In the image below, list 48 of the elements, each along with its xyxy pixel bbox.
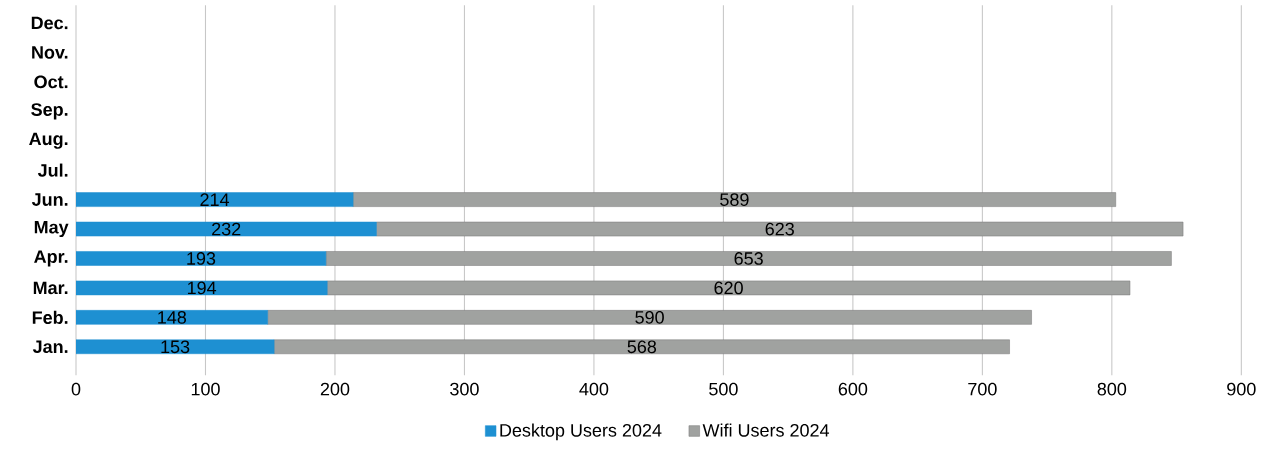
bar [326, 280, 1131, 296]
x-tick-label: 500 [709, 382, 738, 396]
bar [76, 221, 377, 237]
x-tick-label: 700 [968, 382, 997, 396]
y-tick-label: Sep. [31, 103, 68, 120]
bar [273, 339, 1010, 355]
y-tick-label: Oct. [34, 75, 68, 89]
data-label: 232 [212, 222, 241, 236]
y-tick-label: May [34, 220, 69, 238]
y-tick-label: Jul. [37, 163, 68, 177]
x-tick-label: 400 [579, 382, 609, 396]
bar [76, 339, 275, 355]
legend-label: Desktop Users 2024 [500, 423, 662, 441]
data-label: 153 [161, 340, 190, 354]
bar [352, 192, 1116, 207]
y-tick-label: Aug. [29, 132, 68, 149]
data-label: 620 [714, 281, 743, 295]
x-tick-label: 200 [320, 382, 350, 396]
data-label: 148 [158, 310, 187, 324]
bar [76, 251, 327, 266]
x-tick-label: 300 [450, 382, 479, 396]
x-tick-label: 600 [838, 382, 868, 396]
bar [267, 310, 1032, 325]
legend-label: Wifi Users 2024 [702, 423, 830, 437]
data-label: 589 [720, 193, 749, 206]
bar [76, 310, 268, 325]
data-label: 193 [187, 252, 216, 265]
y-tick-label: Apr. [34, 250, 68, 267]
bar [325, 251, 1172, 266]
y-tick-label: Feb. [32, 310, 68, 324]
data-label: 194 [187, 281, 217, 295]
y-tick-label: Jun. [31, 193, 68, 206]
y-tick-label: Nov. [32, 46, 68, 59]
bar [76, 280, 328, 296]
x-tick-label: 0 [71, 382, 81, 396]
y-tick-label: Dec. [31, 16, 68, 30]
data-label: 214 [200, 193, 230, 206]
y-tick-label: Mar. [33, 281, 68, 295]
data-label: 568 [627, 340, 657, 354]
data-label: 623 [765, 222, 794, 236]
data-label: 590 [635, 310, 664, 324]
bar [76, 192, 354, 207]
x-tick-label: 100 [191, 382, 220, 396]
data-label: 653 [734, 252, 763, 265]
x-tick-label: 900 [1227, 382, 1256, 396]
x-tick-label: 800 [1097, 382, 1127, 396]
y-tick-label: Jan. [32, 340, 68, 354]
bar [376, 221, 1184, 237]
